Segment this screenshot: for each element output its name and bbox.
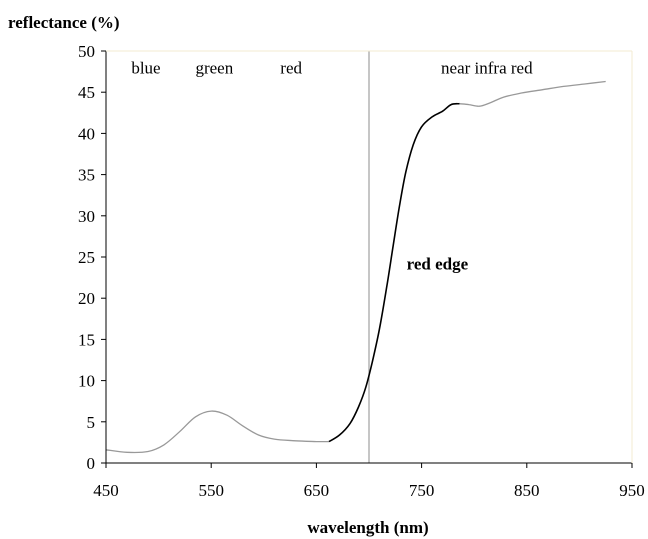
x-tick-label: 650 <box>304 481 330 500</box>
y-tick-label: 40 <box>78 124 95 143</box>
reflectance-curve-segment-1 <box>105 410 330 454</box>
x-tick-label: 450 <box>93 481 119 500</box>
red-edge-annotation: red edge <box>407 255 469 274</box>
y-tick-label: 5 <box>87 413 96 432</box>
x-tick-label: 850 <box>514 481 540 500</box>
x-tick-label: 550 <box>198 481 224 500</box>
band-label: red <box>280 58 302 77</box>
band-label: near infra red <box>441 58 533 77</box>
x-axis-title: wavelength (nm) <box>307 518 428 537</box>
reflectance-curve-segment-2 <box>328 102 460 443</box>
band-label: blue <box>131 58 160 77</box>
y-tick-label: 45 <box>78 83 95 102</box>
y-tick-label: 20 <box>78 289 95 308</box>
y-tick-label: 35 <box>78 166 95 185</box>
x-tick-label: 750 <box>409 481 435 500</box>
y-axis-title: reflectance (%) <box>8 13 120 32</box>
band-label: green <box>195 58 233 77</box>
y-tick-label: 10 <box>78 372 95 391</box>
reflectance-curve-segment-3 <box>459 80 606 107</box>
y-tick-label: 50 <box>78 42 95 61</box>
y-tick-label: 15 <box>78 330 95 349</box>
y-tick-label: 0 <box>87 454 96 473</box>
y-tick-label: 30 <box>78 207 95 226</box>
x-tick-label: 950 <box>619 481 645 500</box>
y-tick-label: 25 <box>78 248 95 267</box>
